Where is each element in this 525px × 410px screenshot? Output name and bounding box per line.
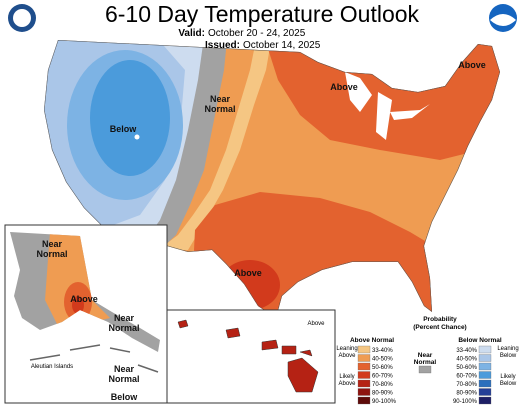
legend-swatch xyxy=(357,362,371,371)
map-label: Near xyxy=(42,239,63,249)
map-label: Near xyxy=(114,364,135,374)
legend-label: 60-70% xyxy=(456,374,477,380)
legend-swatch xyxy=(357,388,371,396)
legend-note: Above xyxy=(338,353,356,359)
legend-swatch xyxy=(418,365,432,374)
legend-label: 60-70% xyxy=(372,374,393,380)
map-label: Above xyxy=(234,268,262,278)
legend-label: 33-40% xyxy=(372,348,393,354)
legend-swatch xyxy=(478,396,492,405)
legend-label: 70-80% xyxy=(456,382,477,388)
hawaii-islands xyxy=(177,319,319,393)
legend-note: Likely xyxy=(500,374,515,380)
city-marker xyxy=(134,134,140,140)
title: 6-10 Day Temperature Outlook xyxy=(105,1,420,27)
legend-swatch xyxy=(357,379,371,388)
legend-swatch xyxy=(478,388,492,396)
legend-title: Probability xyxy=(423,316,457,323)
legend-note: Below xyxy=(500,353,517,359)
map-label: Above xyxy=(330,82,358,92)
map-label: Aleutian Islands xyxy=(31,364,73,370)
legend-label: 90-100% xyxy=(372,399,397,405)
legend-above-title: Above Normal xyxy=(350,337,394,344)
legend-note: Below xyxy=(500,381,517,387)
map-label: Above xyxy=(307,321,325,327)
legend-note: Leaning xyxy=(497,346,518,352)
legend-near-label: Near xyxy=(418,352,433,359)
doc-logo-inner xyxy=(13,9,31,27)
legend-swatch xyxy=(357,345,371,354)
legend-swatch xyxy=(478,362,492,371)
map-label: Below xyxy=(111,392,139,402)
legend-label: 90-100% xyxy=(453,399,478,405)
map-label: Near xyxy=(114,313,135,323)
legend-label: 80-90% xyxy=(372,391,393,397)
map-label: Above xyxy=(70,294,98,304)
legend-label: 40-50% xyxy=(372,357,393,363)
valid-label: Valid: xyxy=(178,28,205,39)
legend-label: 33-40% xyxy=(456,348,477,354)
map-label: Below xyxy=(110,124,138,134)
map-label: Normal xyxy=(108,323,139,333)
map-label: Normal xyxy=(204,104,235,114)
legend-swatch xyxy=(478,354,492,362)
legend-label: 50-60% xyxy=(372,365,393,371)
issued-label: Issued: xyxy=(205,40,240,51)
map-label: Above xyxy=(458,60,486,70)
noaa-logo-inner xyxy=(490,14,516,26)
legend-near-label: Normal xyxy=(414,359,437,366)
legend-note: Above xyxy=(338,381,356,387)
legend-note: Likely xyxy=(339,374,354,380)
map-label: Normal xyxy=(36,249,67,259)
legend-label: 40-50% xyxy=(456,357,477,363)
legend-label: 80-90% xyxy=(456,391,477,397)
map-label: Normal xyxy=(108,374,139,384)
aleutians xyxy=(29,344,159,373)
issued-date: October 14, 2025 xyxy=(243,40,321,51)
map-label: Near xyxy=(210,94,231,104)
legend-swatch xyxy=(357,371,371,379)
legend-note: Leaning xyxy=(336,346,357,352)
valid-dates: October 20 - 24, 2025 xyxy=(208,28,306,39)
legend-below-title: Below Normal xyxy=(458,337,502,344)
legend-swatch xyxy=(478,345,492,354)
legend-swatch xyxy=(478,379,492,388)
legend-swatch xyxy=(357,396,371,405)
legend-swatch xyxy=(357,354,371,362)
legend-label: 70-80% xyxy=(372,382,393,388)
legend-label: 50-60% xyxy=(456,365,477,371)
legend-swatch xyxy=(478,371,492,379)
legend-title: (Percent Chance) xyxy=(413,324,466,331)
